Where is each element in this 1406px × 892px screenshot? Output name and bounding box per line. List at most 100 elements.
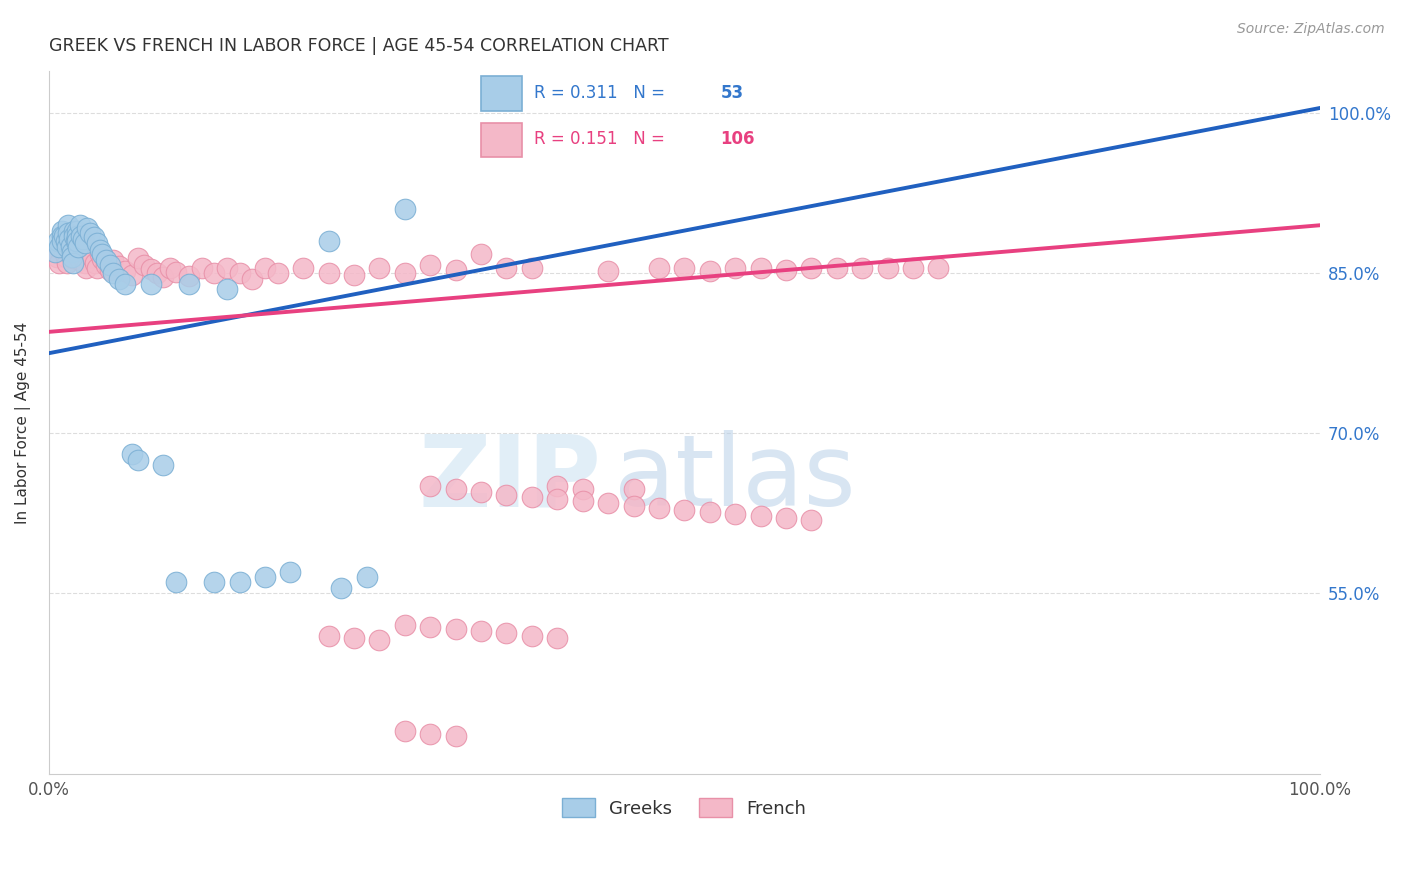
French [56, 255, 79, 269]
French [800, 514, 823, 528]
French [79, 244, 101, 259]
Greeks [152, 458, 174, 472]
French [495, 626, 517, 640]
Greeks [330, 581, 353, 595]
French [394, 724, 416, 739]
French [724, 507, 747, 521]
Greeks [96, 253, 118, 268]
French [215, 260, 238, 275]
Text: 106: 106 [720, 130, 755, 148]
French [800, 260, 823, 275]
French [59, 243, 82, 257]
Greeks [79, 226, 101, 240]
French [495, 488, 517, 502]
Greeks [114, 277, 136, 291]
French [598, 264, 620, 278]
French [58, 236, 80, 251]
French [520, 260, 543, 275]
French [394, 266, 416, 280]
French [73, 255, 96, 269]
Greeks [215, 282, 238, 296]
Greeks [56, 226, 79, 240]
Y-axis label: In Labor Force | Age 45-54: In Labor Force | Age 45-54 [15, 321, 31, 524]
French [546, 631, 568, 645]
French [470, 624, 492, 639]
Greeks [202, 575, 225, 590]
French [114, 264, 136, 278]
Greeks [72, 232, 94, 246]
French [67, 249, 90, 263]
French [51, 234, 73, 248]
French [83, 255, 105, 269]
French [775, 511, 797, 525]
French [228, 266, 250, 280]
Greeks [73, 236, 96, 251]
French [139, 262, 162, 277]
French [444, 622, 467, 636]
Text: 53: 53 [720, 84, 744, 103]
Greeks [56, 219, 79, 233]
Greeks [121, 447, 143, 461]
Greeks [60, 250, 83, 264]
French [825, 260, 848, 275]
French [69, 253, 91, 268]
Greeks [69, 219, 91, 233]
Greeks [76, 221, 98, 235]
Greeks [66, 224, 89, 238]
Greeks [51, 228, 73, 243]
French [419, 726, 441, 740]
French [159, 260, 181, 275]
French [177, 269, 200, 284]
French [52, 239, 75, 253]
French [65, 241, 87, 255]
French [127, 252, 149, 266]
French [55, 250, 77, 264]
French [62, 252, 84, 266]
French [86, 260, 108, 275]
French [368, 260, 391, 275]
Greeks [48, 239, 70, 253]
French [318, 266, 340, 280]
Text: ZIP: ZIP [419, 430, 602, 527]
French [598, 496, 620, 510]
French [419, 258, 441, 272]
Greeks [69, 228, 91, 243]
Greeks [127, 452, 149, 467]
Greeks [66, 234, 89, 248]
Greeks [139, 277, 162, 291]
French [66, 244, 89, 259]
French [546, 492, 568, 507]
Greeks [58, 232, 80, 246]
Greeks [91, 247, 114, 261]
French [72, 250, 94, 264]
Greeks [56, 239, 79, 253]
French [60, 247, 83, 261]
French [82, 250, 104, 264]
Greeks [280, 565, 302, 579]
French [648, 500, 671, 515]
Greeks [177, 277, 200, 291]
Text: Source: ZipAtlas.com: Source: ZipAtlas.com [1237, 22, 1385, 37]
Greeks [228, 575, 250, 590]
Greeks [108, 271, 131, 285]
Text: R = 0.151   N =: R = 0.151 N = [534, 130, 671, 148]
Greeks [65, 234, 87, 248]
Greeks [44, 244, 66, 259]
French [165, 265, 187, 279]
French [648, 260, 671, 275]
French [673, 260, 696, 275]
Text: atlas: atlas [614, 430, 856, 527]
Greeks [46, 234, 69, 248]
Text: R = 0.311   N =: R = 0.311 N = [534, 84, 671, 103]
Greeks [63, 224, 86, 238]
Greeks [83, 230, 105, 244]
French [394, 618, 416, 632]
French [44, 244, 66, 259]
French [749, 509, 772, 524]
French [368, 632, 391, 647]
Greeks [59, 238, 82, 252]
French [70, 244, 93, 259]
French [495, 260, 517, 275]
French [699, 264, 721, 278]
French [76, 239, 98, 253]
